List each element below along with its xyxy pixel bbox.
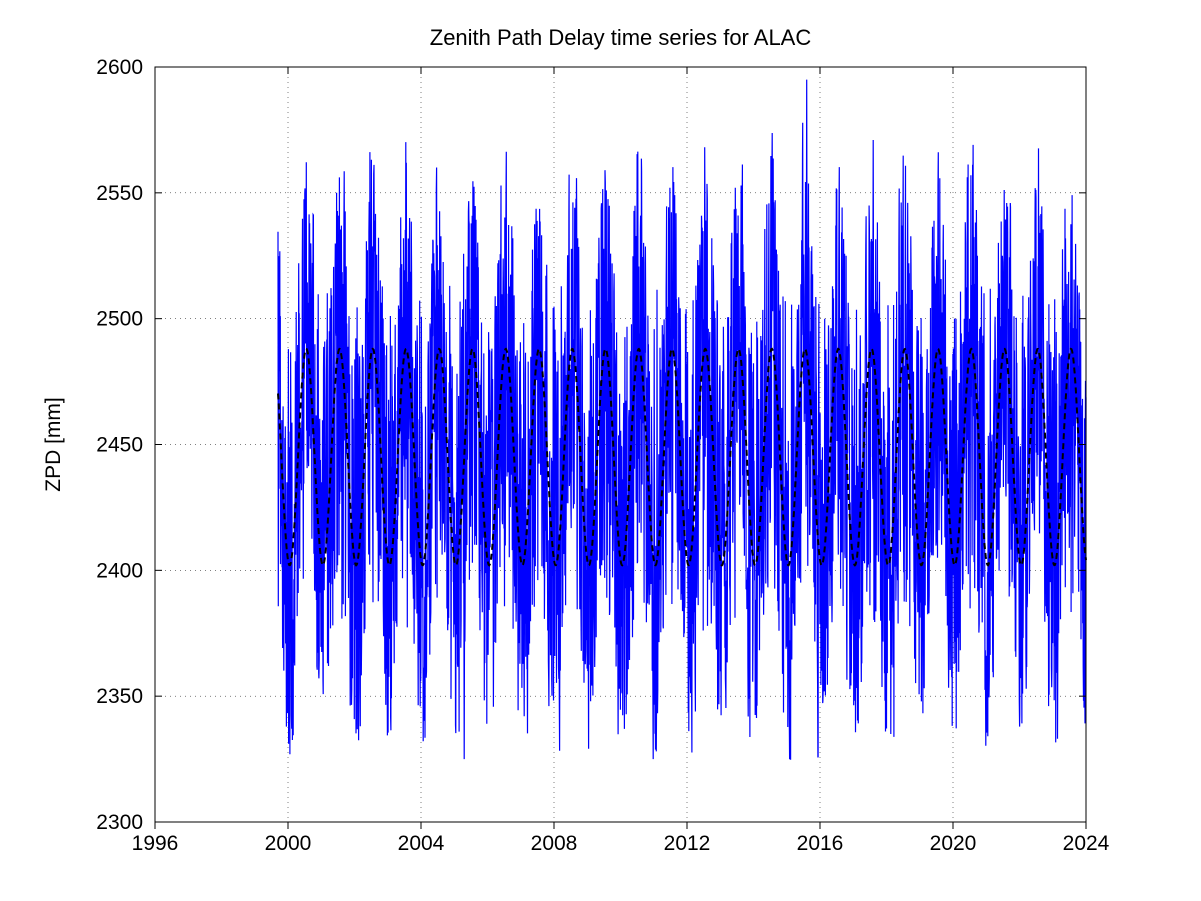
y-tick-label: 2550	[96, 182, 143, 205]
y-tick-label: 2400	[96, 559, 143, 582]
x-tick-labels: 1996 2000 2004 2008 2012 2016 2020 2024	[132, 832, 1110, 855]
x-tick-label: 2012	[664, 832, 711, 855]
chart-title: Zenith Path Delay time series for ALAC	[430, 25, 812, 50]
chart-container: 1996 2000 2004 2008 2012 2016 2020 2024 2300 235…	[0, 0, 1201, 901]
x-tick-label: 2000	[265, 832, 312, 855]
y-axis-label: ZPD [mm]	[42, 397, 65, 492]
y-tick-label: 2500	[96, 308, 143, 331]
x-tick-label: 2004	[398, 832, 445, 855]
y-tick-label: 2300	[96, 811, 143, 834]
x-tick-label: 2020	[930, 832, 977, 855]
x-tick-label: 2008	[531, 832, 578, 855]
y-tick-labels: 2300 2350 2400 2450 2500 2550 2600	[96, 56, 143, 834]
x-tick-label: 1996	[132, 832, 179, 855]
x-tick-label: 2016	[797, 832, 844, 855]
x-tick-label: 2024	[1063, 832, 1110, 855]
y-tick-label: 2350	[96, 685, 143, 708]
y-tick-label: 2600	[96, 56, 143, 79]
y-tick-label: 2450	[96, 434, 143, 457]
chart-svg: 1996 2000 2004 2008 2012 2016 2020 2024 2300 235…	[0, 0, 1201, 901]
